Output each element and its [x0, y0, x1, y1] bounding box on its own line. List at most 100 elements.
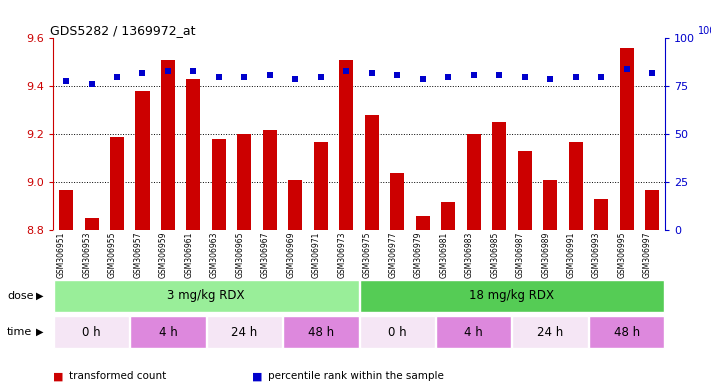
Bar — [59, 190, 73, 230]
Text: GSM306987: GSM306987 — [515, 232, 525, 278]
Text: ■: ■ — [252, 371, 263, 381]
Text: GSM306961: GSM306961 — [184, 232, 193, 278]
Bar — [212, 139, 226, 230]
Bar — [314, 142, 328, 230]
Point — [188, 68, 199, 74]
Bar — [589, 316, 664, 348]
Text: GSM306969: GSM306969 — [287, 232, 295, 278]
Bar — [360, 280, 664, 311]
Text: GSM306989: GSM306989 — [541, 232, 550, 278]
Text: GSM306997: GSM306997 — [643, 232, 652, 278]
Point — [60, 78, 72, 84]
Text: ■: ■ — [53, 371, 64, 381]
Text: 48 h: 48 h — [308, 326, 334, 339]
Text: GSM306953: GSM306953 — [82, 232, 92, 278]
Bar — [569, 142, 582, 230]
Point — [392, 72, 403, 78]
Text: ▶: ▶ — [36, 327, 43, 337]
Text: 0 h: 0 h — [388, 326, 407, 339]
Bar — [54, 316, 129, 348]
Bar — [161, 60, 175, 230]
Point — [468, 72, 479, 78]
Bar — [136, 91, 149, 230]
Point — [289, 76, 301, 82]
Text: dose: dose — [7, 291, 33, 301]
Point — [621, 66, 632, 72]
Text: GSM306995: GSM306995 — [618, 232, 626, 278]
Text: ▶: ▶ — [36, 291, 43, 301]
Point — [239, 74, 250, 80]
Bar — [110, 137, 124, 230]
Text: GSM306963: GSM306963 — [210, 232, 219, 278]
Bar — [416, 216, 429, 230]
Bar — [283, 316, 358, 348]
Text: time: time — [7, 327, 33, 337]
Bar — [263, 129, 277, 230]
Bar — [436, 316, 511, 348]
Text: GSM306979: GSM306979 — [414, 232, 423, 278]
Text: GSM306975: GSM306975 — [363, 232, 372, 278]
Text: 4 h: 4 h — [159, 326, 177, 339]
Text: GSM306965: GSM306965 — [235, 232, 245, 278]
Bar — [513, 316, 588, 348]
Text: GSM306983: GSM306983 — [465, 232, 474, 278]
Text: 0 h: 0 h — [82, 326, 101, 339]
Bar — [54, 280, 358, 311]
Text: GSM306967: GSM306967 — [261, 232, 270, 278]
Text: GDS5282 / 1369972_at: GDS5282 / 1369972_at — [50, 24, 196, 37]
Text: 48 h: 48 h — [614, 326, 640, 339]
Point — [493, 72, 505, 78]
Bar — [390, 173, 405, 230]
Text: 24 h: 24 h — [231, 326, 257, 339]
Point — [315, 74, 326, 80]
Text: GSM306971: GSM306971 — [312, 232, 321, 278]
Bar — [365, 115, 379, 230]
Text: GSM306955: GSM306955 — [108, 232, 117, 278]
Bar — [594, 199, 608, 230]
Bar — [442, 202, 455, 230]
Text: 4 h: 4 h — [464, 326, 483, 339]
Bar — [207, 316, 282, 348]
Text: 18 mg/kg RDX: 18 mg/kg RDX — [469, 289, 555, 302]
Point — [570, 74, 582, 80]
Text: 24 h: 24 h — [537, 326, 563, 339]
Text: GSM306959: GSM306959 — [159, 232, 168, 278]
Point — [442, 74, 454, 80]
Text: GSM306951: GSM306951 — [57, 232, 66, 278]
Point — [213, 74, 225, 80]
Bar — [645, 190, 659, 230]
Bar — [360, 316, 435, 348]
Text: GSM306991: GSM306991 — [567, 232, 576, 278]
Text: GSM306985: GSM306985 — [490, 232, 499, 278]
Point — [137, 70, 148, 76]
Text: GSM306973: GSM306973 — [337, 232, 346, 278]
Point — [545, 76, 556, 82]
Point — [519, 74, 530, 80]
Text: GSM306981: GSM306981 — [439, 232, 448, 278]
Point — [264, 72, 276, 78]
Text: GSM306993: GSM306993 — [592, 232, 601, 278]
Bar — [339, 60, 353, 230]
Bar — [85, 218, 99, 230]
Text: GSM306977: GSM306977 — [388, 232, 397, 278]
Point — [366, 70, 378, 76]
Point — [341, 68, 352, 74]
Bar — [492, 122, 506, 230]
Bar — [518, 151, 532, 230]
Text: percentile rank within the sample: percentile rank within the sample — [268, 371, 444, 381]
Point — [162, 68, 173, 74]
Point — [417, 76, 429, 82]
Point — [86, 81, 97, 88]
Bar — [543, 180, 557, 230]
Point — [646, 70, 658, 76]
Text: 100%: 100% — [698, 26, 711, 36]
Bar — [466, 134, 481, 230]
Text: transformed count: transformed count — [69, 371, 166, 381]
Text: 3 mg/kg RDX: 3 mg/kg RDX — [167, 289, 245, 302]
Text: GSM306957: GSM306957 — [134, 232, 142, 278]
Bar — [130, 316, 205, 348]
Bar — [186, 79, 201, 230]
Bar — [619, 48, 634, 230]
Point — [595, 74, 606, 80]
Bar — [237, 134, 252, 230]
